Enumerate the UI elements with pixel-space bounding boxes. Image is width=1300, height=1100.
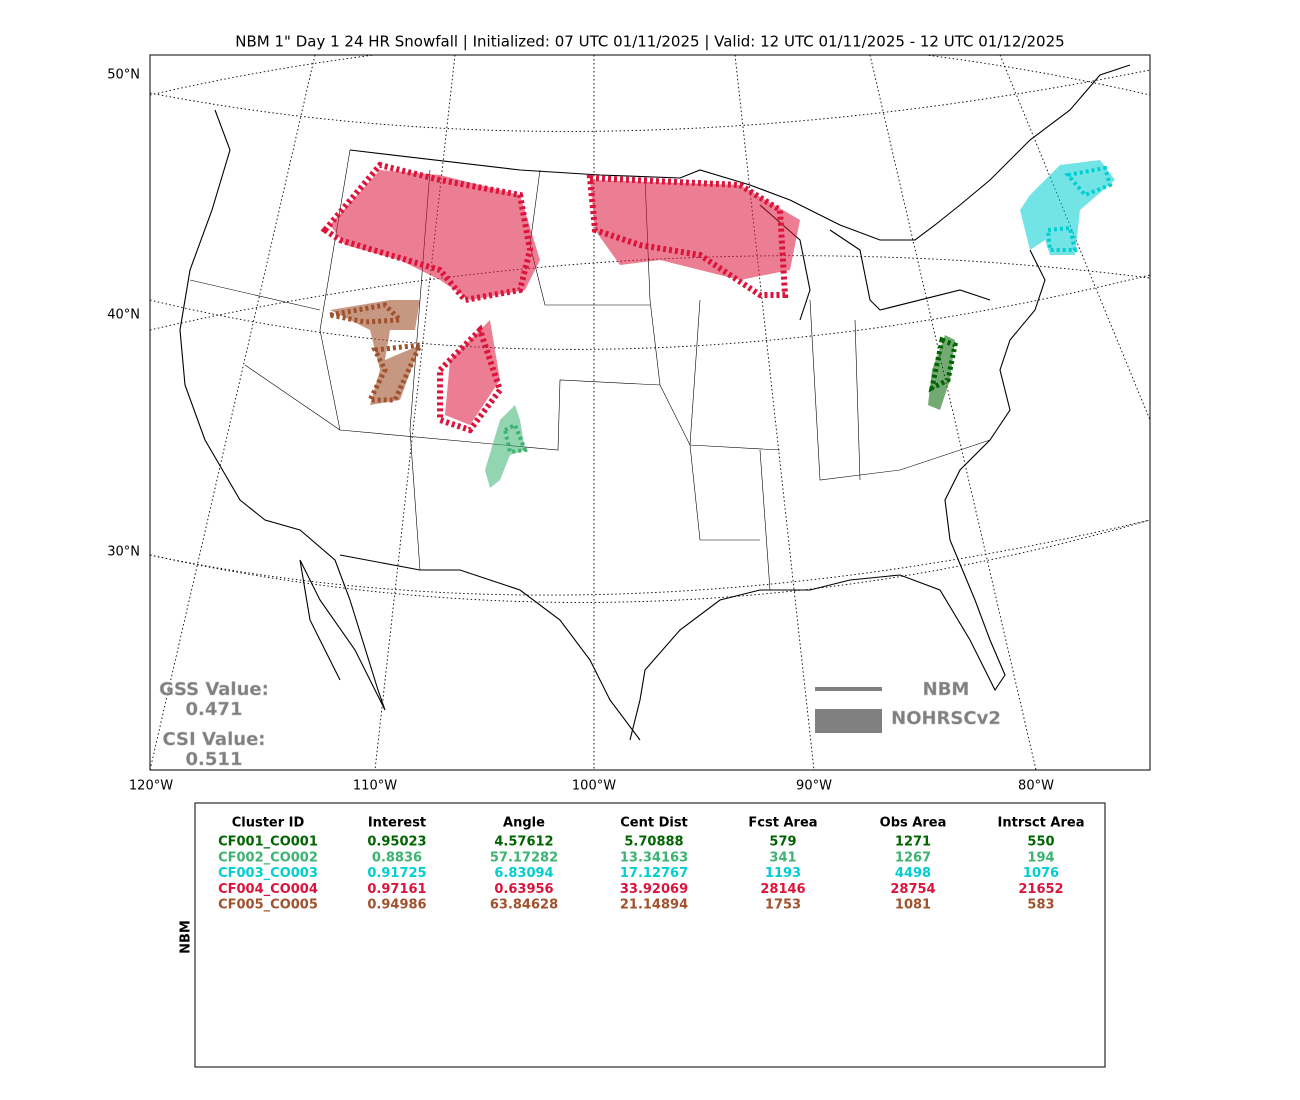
snow-area	[590, 180, 800, 280]
lat-label: 30°N	[107, 545, 140, 560]
table-cell: CF002_CO002	[218, 850, 318, 865]
table-cell: 28754	[890, 882, 935, 897]
table-cell: 194	[1027, 850, 1054, 865]
table-cell: CF004_CO004	[218, 882, 318, 897]
lon-label: 80°W	[1018, 779, 1054, 794]
table-cell: 1753	[765, 898, 801, 913]
table-cell: 0.94986	[367, 898, 426, 913]
snow-area	[928, 335, 955, 410]
snow-area	[502, 422, 528, 455]
lat-label: 40°N	[107, 308, 140, 323]
lon-label: 90°W	[796, 779, 832, 794]
score-label: CSI Value:	[163, 729, 266, 750]
snow-area	[445, 320, 500, 425]
score-value: 0.511	[186, 749, 243, 770]
table-cell: 1267	[895, 850, 931, 865]
column-header: Cluster ID	[232, 816, 305, 831]
lon-label: 100°W	[572, 779, 616, 794]
table-cell: 6.83094	[494, 866, 553, 881]
table-side-label: NBM	[179, 920, 194, 954]
lat-labels: 50°N 40°N 30°N	[107, 68, 140, 560]
table-cell: 0.8836	[372, 850, 422, 865]
table-cell: 4498	[895, 866, 931, 881]
snow-area	[330, 170, 540, 300]
table-cell: 4.57612	[494, 835, 553, 850]
table-cell: 0.63956	[494, 882, 553, 897]
map	[150, 55, 1150, 770]
table-cell: 28146	[760, 882, 805, 897]
legend-label: NOHRSCv2	[891, 708, 1001, 729]
table-cell: CF003_CO003	[218, 866, 318, 881]
map-frame	[149, 54, 1151, 771]
table-cell: 33.92069	[620, 882, 688, 897]
score-value: 0.471	[186, 699, 243, 720]
column-header: Fcst Area	[748, 816, 817, 831]
column-header: Cent Dist	[620, 816, 688, 831]
table-cell: 1081	[895, 898, 931, 913]
lat-label: 50°N	[107, 68, 140, 83]
table-cell: 17.12767	[620, 866, 688, 881]
column-header: Interest	[368, 816, 426, 831]
table: Cluster ID Interest Angle Cent Dist Fcst Are…	[218, 816, 1084, 913]
table-frame	[194, 802, 1106, 1068]
snow-area	[320, 161, 789, 434]
table-cell: 1271	[895, 835, 931, 850]
title: NBM 1" Day 1 24 HR Snowfall | Initialize…	[235, 33, 1064, 51]
legend-label: NBM	[923, 679, 970, 700]
table-cell: 57.17282	[490, 850, 558, 865]
snow-area	[330, 300, 420, 405]
table-cell: 13.34163	[620, 850, 688, 865]
table-cell: 5.70888	[624, 835, 683, 850]
table-cell: 21.14894	[620, 898, 688, 913]
snow-area	[1045, 165, 1113, 252]
snow-area	[1020, 160, 1115, 255]
snow-area	[928, 336, 958, 393]
lon-label: 120°W	[129, 779, 173, 794]
table-cell: 0.91725	[367, 866, 426, 881]
legend-patch	[815, 709, 882, 733]
table-cell: 341	[769, 850, 796, 865]
table-cell: 1076	[1023, 866, 1059, 881]
score-label: GSS Value:	[159, 679, 269, 700]
table-cell: CF005_CO005	[218, 898, 318, 913]
scores: GSS Value:0.471 CSI Value:0.511	[159, 679, 269, 770]
lon-label: 110°W	[353, 779, 397, 794]
table-cell: 0.95023	[367, 835, 426, 850]
column-header: Intrsct Area	[998, 816, 1085, 831]
table-cell: 583	[1027, 898, 1054, 913]
table-cell: CF001_CO001	[218, 835, 318, 850]
table-cell: 550	[1027, 835, 1054, 850]
snow-area	[329, 302, 425, 403]
table-cell: 63.84628	[490, 898, 558, 913]
column-header: Obs Area	[880, 816, 947, 831]
column-header: Angle	[503, 816, 545, 831]
table-cell: 1193	[765, 866, 801, 881]
table-cell: 0.97161	[367, 882, 426, 897]
table-cell: 579	[769, 835, 796, 850]
snow-area	[485, 405, 525, 488]
lon-labels: 120°W 110°W 100°W 90°W 80°W	[129, 779, 1054, 794]
table-cell: 21652	[1018, 882, 1063, 897]
